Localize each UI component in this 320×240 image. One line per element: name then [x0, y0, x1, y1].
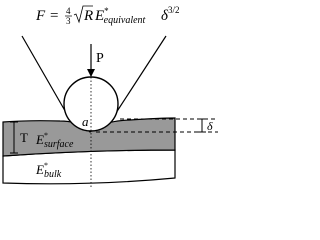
sub: equivalent [104, 15, 146, 26]
delta: δ [161, 8, 169, 24]
surface-label: E* surface [35, 131, 74, 150]
formula-eq: = [50, 8, 58, 24]
formula-e: E* equivalent [94, 6, 146, 26]
bulk-label: E* bulk [35, 161, 62, 180]
sub: bulk [44, 169, 62, 180]
formula-den: 3 [66, 16, 71, 26]
sup: * [44, 161, 48, 170]
formula-lhs: F [35, 8, 46, 24]
thickness-label: T [20, 130, 28, 145]
symbol: E [94, 8, 104, 24]
symbol: E [35, 162, 44, 177]
formula-sqrt: R [83, 8, 93, 24]
diagram: F = 4 3 R E* equivalent δ3/2 P a T δ E* su… [2, 5, 218, 187]
indentation-label: δ [207, 119, 213, 133]
sup: * [44, 131, 48, 140]
sub: surface [44, 139, 74, 150]
formula-delta: δ3/2 [161, 5, 180, 24]
sup: * [104, 6, 109, 16]
formula-num: 4 [66, 6, 71, 16]
symbol: E [35, 132, 44, 147]
formula: F = 4 3 R E* equivalent δ3/2 [35, 5, 180, 26]
page: {"formula": {"lhs": "F", "eq": "=", "num… [2, 5, 218, 187]
contact-radius-label: a [82, 114, 89, 129]
exp: 3/2 [168, 5, 180, 15]
load-label: P [96, 51, 104, 66]
